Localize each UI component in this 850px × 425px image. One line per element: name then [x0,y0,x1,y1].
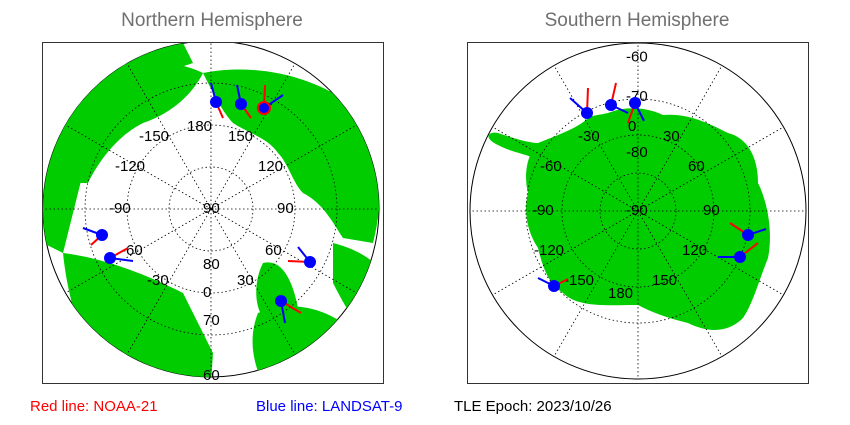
north-map-title: Northern Hemisphere [121,10,303,31]
overpass-marker [627,97,645,124]
south-lon-label: -60 [540,158,562,175]
south-lon-label: -150 [564,272,594,289]
overpass-marker [235,84,252,119]
south-lon-label: 90 [703,202,720,219]
overpass-marker [287,246,316,268]
north-lon-label: 150 [228,128,253,145]
legend-noaa21: Red line: NOAA-21 [30,398,158,415]
legend-landsat9: Blue line: LANDSAT-9 [256,398,403,415]
north-lon-label: 60 [265,242,282,259]
north-lat-label: 60 [203,367,220,383]
north-lon-label: -90 [109,200,131,217]
north-graticule [43,43,379,377]
south-map: -30 0 30 -60 60 -90 90 -120 120 -150 180… [467,42,809,384]
south-land-antarctica [526,108,770,330]
north-polar-projection: -150 180 150 -120 120 -90 90 -60 60 -30 … [43,43,380,383]
north-lat-label: 70 [203,312,220,329]
north-land-lower-right [252,306,347,377]
south-satellite-markers [537,82,767,292]
overpass-marker [729,222,767,241]
south-land-peninsula [488,132,538,158]
north-lon-label: 180 [187,118,212,135]
north-lon-label: -120 [115,158,145,175]
overpass-marker [537,277,569,292]
overpass-marker [82,227,108,246]
south-lon-label: -30 [578,128,600,145]
north-land-asia-top [63,62,203,183]
south-lon-label: 0 [628,118,636,135]
legend-tle-epoch: TLE Epoch: 2023/10/26 [454,398,612,415]
south-lon-label: 150 [652,272,677,289]
north-lat-label: 90 [203,200,220,217]
north-lat-label: 80 [203,256,220,273]
south-lat-label: -90 [626,202,648,219]
north-lon-label: 0 [203,284,211,301]
south-lat-label: -60 [626,48,648,65]
south-lon-label: 120 [682,242,707,259]
overpass-marker [257,84,284,115]
overpass-marker [605,82,629,114]
south-lon-label: -90 [532,202,554,219]
north-lon-label: -60 [121,242,143,259]
south-graticule [470,43,806,379]
north-map: -150 180 150 -120 120 -90 90 -60 60 -30 … [42,42,384,384]
south-polar-projection: -30 0 30 -60 60 -90 90 -120 120 -150 180… [469,43,807,380]
south-lon-label: -120 [534,242,564,259]
north-lon-label: 30 [237,272,254,289]
south-lon-label: 180 [608,285,633,302]
north-lon-label: -30 [147,272,169,289]
north-lon-label: -150 [139,128,169,145]
north-lon-label: 90 [277,200,294,217]
north-satellite-markers [82,82,316,324]
south-lat-label: -80 [626,144,648,161]
north-lon-label: 120 [258,158,283,175]
overpass-marker [104,247,134,264]
south-lon-label: 60 [688,158,705,175]
overpass-marker [569,87,593,119]
overpass-marker [275,295,302,324]
south-lon-label: 30 [663,128,680,145]
overpass-marker [210,82,224,119]
overpass-marker [718,242,759,263]
south-map-title: Southern Hemisphere [544,10,730,31]
